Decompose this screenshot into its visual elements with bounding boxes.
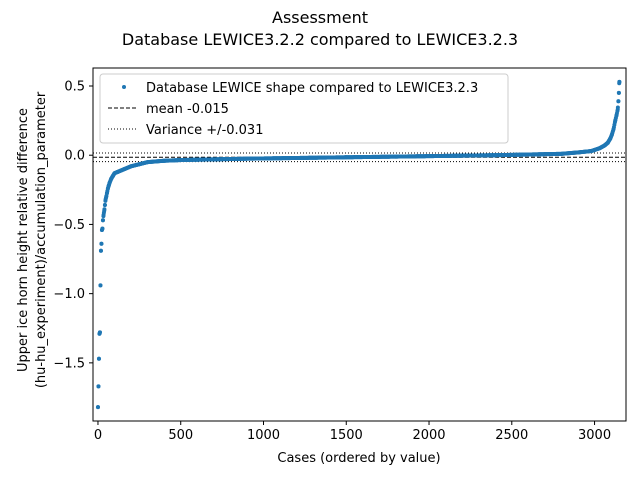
x-axis: 0 500 1000 1500 2000 2500 3000 bbox=[94, 421, 611, 443]
legend-label-points: Database LEWICE shape compared to LEWICE… bbox=[146, 81, 478, 96]
x-tick-label: 1000 bbox=[247, 428, 280, 443]
data-point bbox=[101, 214, 106, 219]
y-tick-label: −1.0 bbox=[53, 287, 85, 302]
data-point bbox=[96, 384, 101, 389]
data-point bbox=[95, 405, 100, 410]
legend: Database LEWICE shape compared to LEWICE… bbox=[99, 73, 509, 144]
data-point bbox=[101, 210, 106, 215]
data-point bbox=[100, 218, 105, 223]
data-points bbox=[95, 79, 622, 410]
x-tick-label: 3000 bbox=[578, 428, 611, 443]
y-tick-label: 0.5 bbox=[64, 79, 85, 94]
data-point bbox=[98, 283, 103, 288]
chart-title: Assessment bbox=[272, 8, 368, 27]
data-point bbox=[96, 356, 101, 361]
y-axis-label-line1: Upper ice horn height relative differenc… bbox=[16, 108, 31, 372]
x-axis-label: Cases (ordered by value) bbox=[277, 451, 440, 466]
legend-box bbox=[99, 73, 509, 144]
y-tick-label: −1.5 bbox=[53, 356, 85, 371]
y-tick-label: −0.5 bbox=[53, 218, 85, 233]
x-tick-label: 500 bbox=[168, 428, 193, 443]
legend-label-mean: mean -0.015 bbox=[146, 102, 229, 117]
x-tick-label: 0 bbox=[94, 428, 102, 443]
data-point bbox=[102, 203, 107, 208]
y-axis-label-line2: (hu-hu_experiment)/accumulation_paramete… bbox=[34, 91, 49, 388]
data-point bbox=[98, 248, 103, 253]
legend-label-variance: Variance +/-0.031 bbox=[146, 123, 263, 138]
data-point bbox=[617, 79, 622, 84]
chart-subtitle: Database LEWICE3.2.2 compared to LEWICE3… bbox=[122, 30, 518, 49]
data-point bbox=[102, 207, 107, 212]
y-axis: 0.5 0.0 −0.5 −1.0 −1.5 bbox=[53, 79, 93, 371]
data-point bbox=[97, 330, 102, 335]
data-point bbox=[616, 99, 621, 104]
data-point bbox=[615, 105, 620, 110]
data-point bbox=[615, 109, 620, 114]
x-tick-label: 2000 bbox=[412, 428, 445, 443]
data-point bbox=[100, 226, 105, 231]
data-point bbox=[99, 241, 104, 246]
y-tick-label: 0.0 bbox=[64, 149, 85, 164]
legend-marker-points bbox=[122, 85, 126, 89]
data-point bbox=[616, 90, 621, 95]
x-tick-label: 2500 bbox=[495, 428, 528, 443]
x-tick-label: 1500 bbox=[330, 428, 363, 443]
axes-frame bbox=[92, 67, 627, 422]
